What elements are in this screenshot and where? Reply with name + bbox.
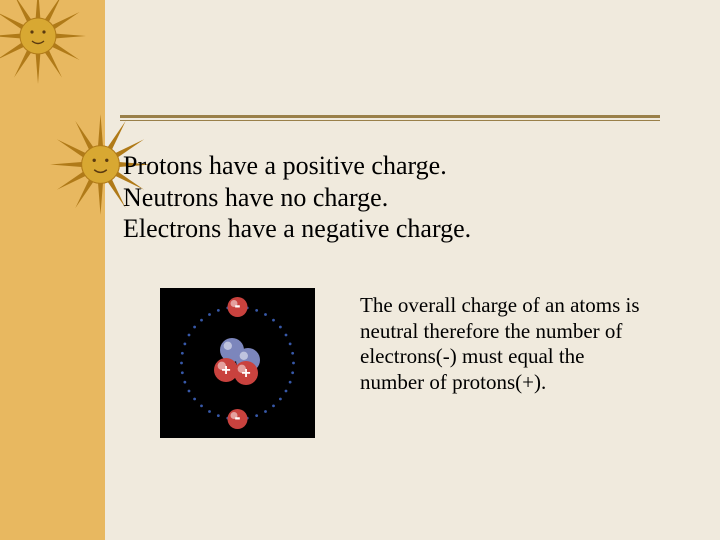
main-line-2: Neutrons have no charge. [123,182,471,214]
main-body-text: Protons have a positive charge. Neutrons… [123,150,471,245]
svg-text:-: - [235,407,241,427]
explanatory-text: The overall charge of an atoms is neutra… [360,293,645,395]
atom-icon: + + - - [160,288,315,438]
sun-decoration-top [0,0,88,86]
svg-text:-: - [235,295,241,315]
svg-text:+: + [221,362,230,379]
sun-icon [0,0,88,86]
svg-text:+: + [241,365,250,382]
main-line-3: Electrons have a negative charge. [123,213,471,245]
atom-diagram: + + - - [160,288,315,438]
main-line-1: Protons have a positive charge. [123,150,471,182]
